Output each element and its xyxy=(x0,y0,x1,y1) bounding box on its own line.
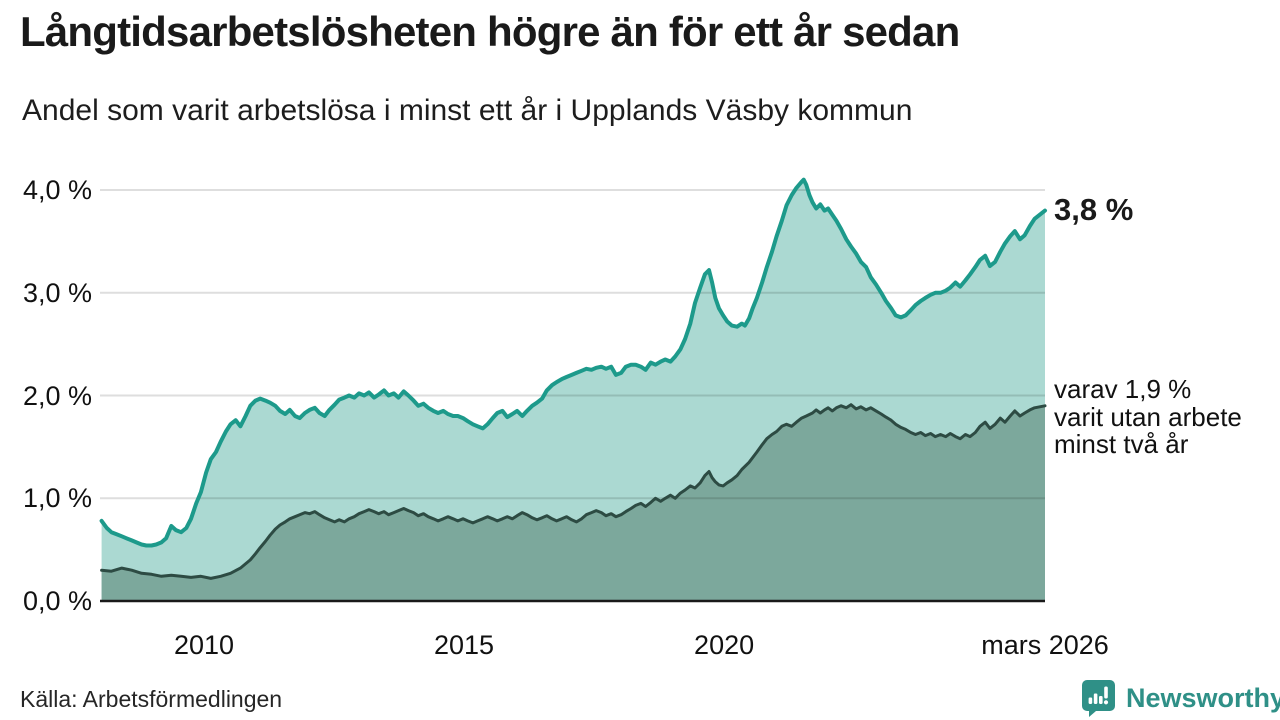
secondary-value-line: varav 1,9 % xyxy=(1054,374,1192,404)
newsworthy-wordmark: Newsworthy xyxy=(1126,682,1280,713)
x-axis-tick-label: 2015 xyxy=(434,630,495,660)
secondary-value-line: varit utan arbete xyxy=(1054,401,1242,432)
y-axis-tick-label: 0,0 % xyxy=(22,586,92,616)
x-axis-tick-label: 2010 xyxy=(173,630,235,660)
series-area-1 xyxy=(101,404,1046,601)
x-axis-tick-label: 2020 xyxy=(694,630,755,660)
y-axis-tick-label: 4,0 % xyxy=(22,175,92,205)
series-line-1 xyxy=(100,403,1047,580)
source-note: Källa: Arbetsförmedlingen xyxy=(20,686,283,712)
y-axis-tick-label: 2,0 % xyxy=(22,380,92,411)
chart-subtitle: Andel som varit arbetslösa i minst ett å… xyxy=(22,94,913,127)
page-title: Långtidsarbetslösheten högre än för ett … xyxy=(20,8,960,55)
series-line-0 xyxy=(99,177,1047,548)
newsworthy-logo-icon xyxy=(1082,680,1115,717)
secondary-value-label: varav 1,9 % varit utan arbete minst två … xyxy=(1054,374,1242,459)
y-axis-tick-label: 3,0 % xyxy=(22,277,92,308)
x-axis-tick-label: mars 2026 xyxy=(981,630,1109,660)
y-axis-tick-label: 1,0 % xyxy=(22,483,92,514)
secondary-value-line: minst två år xyxy=(1054,429,1189,459)
newsworthy-logo: Newsworthy xyxy=(1080,678,1280,718)
latest-value-label: 3,8 % xyxy=(1054,192,1134,227)
